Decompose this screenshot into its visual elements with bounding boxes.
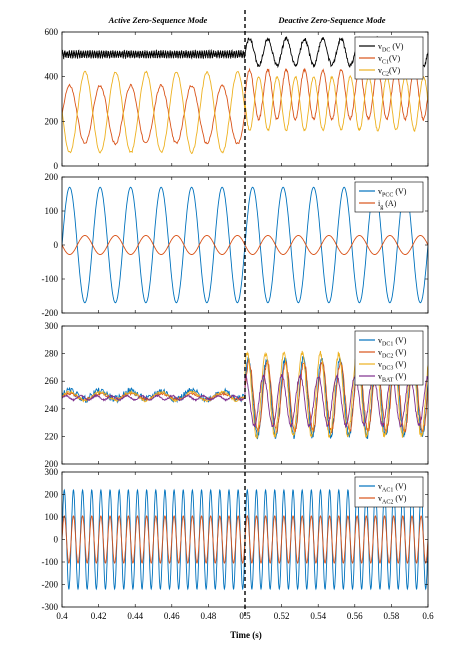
y-tick-label: 0 [54,240,59,250]
chart-panel-1: 0 200 400 600 vDC (V)vC1(V)vC2(V) [45,27,429,171]
legend-entry: vPCC (V) [378,187,407,199]
y-tick-label: 600 [45,27,59,37]
y-tick-label: -200 [42,580,59,590]
y-tick-label: 300 [45,467,59,477]
chart-panel-3: 200 220 240 260 280 300 vDC1 (V)vDC2 (V)vDC3 (… [45,321,429,469]
y-tick-label: 200 [45,172,59,182]
x-tick-label: 0.48 [201,611,217,621]
legend: vDC1 (V)vDC2 (V)vDC3 (V)vBAT (V) [354,330,424,386]
x-tick-label: 0.4 [56,611,68,621]
legend-entry: vBAT (V) [378,372,407,384]
y-tick-label: 100 [45,206,59,216]
x-tick-label: 0.42 [91,611,107,621]
series-line-v-bat [62,373,428,429]
y-tick-label: 220 [45,431,59,441]
y-tick-label: 200 [45,116,59,126]
series-line-v-dc [62,35,428,69]
x-tick-label: 0.56 [347,611,363,621]
legend: vAC1 (V)vAC2 (V) [354,476,424,508]
y-tick-label: 280 [45,349,59,359]
x-tick-label: 0.52 [274,611,290,621]
legend-entry: vAC2 (V) [378,494,407,506]
y-tick-label: -300 [42,602,59,612]
y-tick-label: 100 [45,512,59,522]
y-tick-label: -200 [42,308,59,318]
x-tick-label: 0.44 [127,611,143,621]
legend-entry: vC1(V) [378,54,400,66]
series-line-v-ac2 [62,515,428,564]
x-tick-label: 0.58 [384,611,400,621]
legend-entry: vC2(V) [378,66,400,78]
x-axis-label: Time (s) [230,630,262,640]
y-tick-label: 200 [45,490,59,500]
y-tick-label: 0 [54,535,59,545]
y-tick-label: 260 [45,376,59,386]
y-tick-label: 200 [45,459,59,469]
chart-panel-4: -300 -200 -100 0 100 200 300 0.4 0.42 0.44 0.46 0.4… [42,467,435,621]
legend: vDC (V)vC1(V)vC2(V) [354,36,424,80]
x-tick-label: 0.54 [310,611,326,621]
chart-panel-2: -200 -100 0 100 200 vPCC (V)ig (A) [42,172,429,318]
y-tick-label: 240 [45,404,59,414]
legend-entry: vDC3 (V) [378,360,407,372]
legend-entry: vAC1 (V) [378,482,407,494]
legend-entry: ig (A) [378,199,397,211]
y-tick-label: 400 [45,72,59,82]
series-line-v-c2 [62,70,428,155]
y-tick-label: -100 [42,274,59,284]
y-tick-label: -100 [42,557,59,567]
x-tick-label: 0.46 [164,611,180,621]
y-tick-label: 0 [54,161,59,171]
legend-entry: vDC2 (V) [378,348,407,360]
mode-label-deactive: Deactive Zero-Sequence Mode [277,15,385,25]
legend-entry: vDC1 (V) [378,336,407,348]
x-tick-label: 0.6 [422,611,434,621]
y-tick-label: 300 [45,321,59,331]
legend-entry: vDC (V) [378,42,404,54]
mode-label-active: Active Zero-Sequence Mode [108,15,208,25]
legend: vPCC (V)ig (A) [354,181,424,213]
